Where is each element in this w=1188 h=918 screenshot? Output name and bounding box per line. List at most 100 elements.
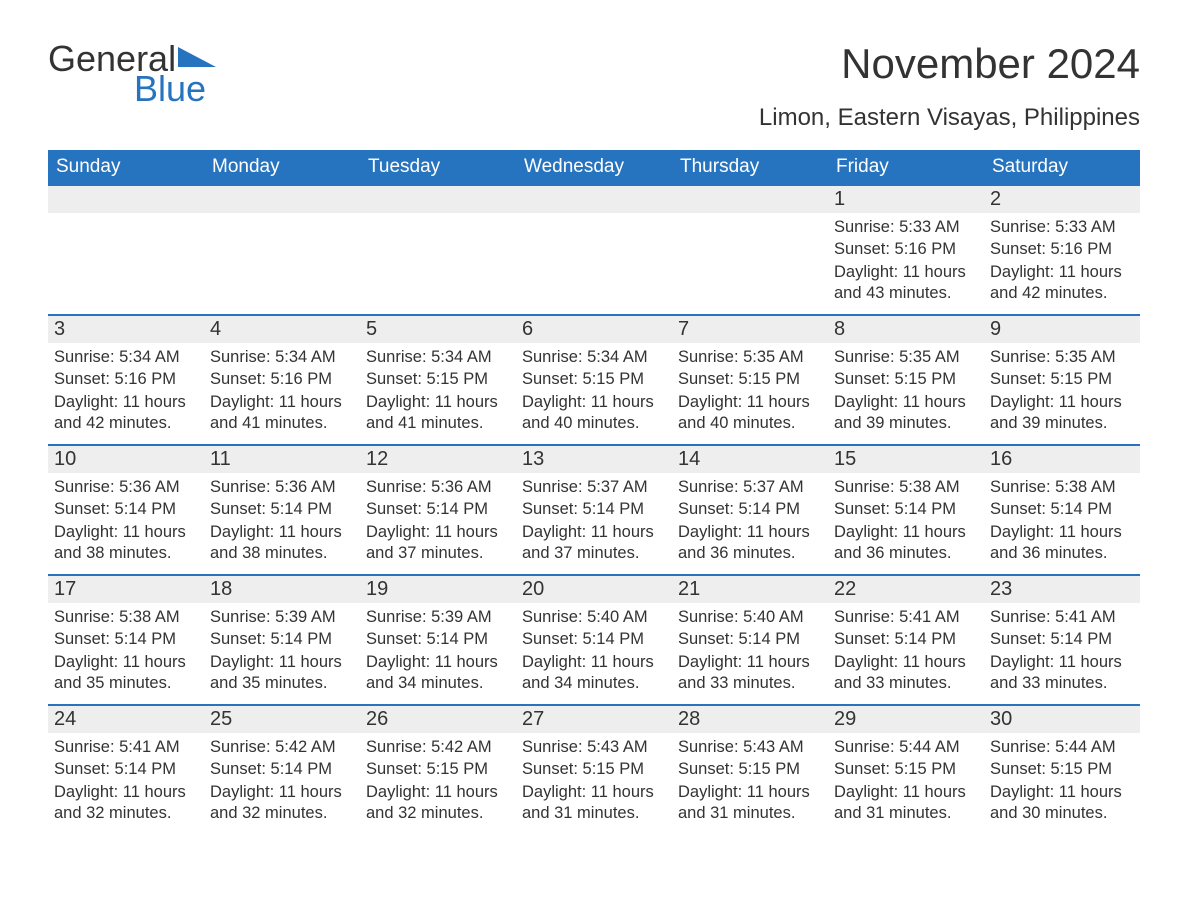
sunrise-line: Sunrise: 5:35 AM — [678, 347, 822, 368]
day-number: 17 — [48, 576, 204, 603]
day-number: 8 — [828, 316, 984, 343]
day-body: Sunrise: 5:42 AMSunset: 5:15 PMDaylight:… — [360, 733, 516, 832]
day-cell: 3Sunrise: 5:34 AMSunset: 5:16 PMDaylight… — [48, 316, 204, 444]
dow-cell: Sunday — [48, 150, 204, 184]
sunset-line: Sunset: 5:14 PM — [54, 759, 198, 780]
week-row: 24Sunrise: 5:41 AMSunset: 5:14 PMDayligh… — [48, 704, 1140, 834]
sunset-line: Sunset: 5:14 PM — [834, 499, 978, 520]
day-body: Sunrise: 5:44 AMSunset: 5:15 PMDaylight:… — [828, 733, 984, 832]
day-number: 20 — [516, 576, 672, 603]
daylight-line: Daylight: 11 hours and 31 minutes. — [522, 782, 666, 825]
sunrise-line: Sunrise: 5:33 AM — [834, 217, 978, 238]
day-cell: 2Sunrise: 5:33 AMSunset: 5:16 PMDaylight… — [984, 186, 1140, 314]
daylight-line: Daylight: 11 hours and 33 minutes. — [678, 652, 822, 695]
sunset-line: Sunset: 5:15 PM — [522, 369, 666, 390]
sunset-line: Sunset: 5:15 PM — [990, 369, 1134, 390]
daylight-line: Daylight: 11 hours and 43 minutes. — [834, 262, 978, 305]
sunset-line: Sunset: 5:14 PM — [366, 499, 510, 520]
sunset-line: Sunset: 5:16 PM — [54, 369, 198, 390]
day-cell: 16Sunrise: 5:38 AMSunset: 5:14 PMDayligh… — [984, 446, 1140, 574]
day-body: Sunrise: 5:41 AMSunset: 5:14 PMDaylight:… — [984, 603, 1140, 702]
day-number: 1 — [828, 186, 984, 213]
day-cell: 13Sunrise: 5:37 AMSunset: 5:14 PMDayligh… — [516, 446, 672, 574]
daylight-line: Daylight: 11 hours and 30 minutes. — [990, 782, 1134, 825]
day-cell — [672, 186, 828, 314]
day-number: 24 — [48, 706, 204, 733]
header-row: General Blue November 2024 Limon, Easter… — [48, 40, 1140, 132]
sunrise-line: Sunrise: 5:37 AM — [678, 477, 822, 498]
day-body: Sunrise: 5:37 AMSunset: 5:14 PMDaylight:… — [672, 473, 828, 572]
day-body: Sunrise: 5:34 AMSunset: 5:15 PMDaylight:… — [360, 343, 516, 442]
sunset-line: Sunset: 5:14 PM — [990, 499, 1134, 520]
day-number: 28 — [672, 706, 828, 733]
sunrise-line: Sunrise: 5:36 AM — [210, 477, 354, 498]
day-body: Sunrise: 5:39 AMSunset: 5:14 PMDaylight:… — [360, 603, 516, 702]
day-body: Sunrise: 5:33 AMSunset: 5:16 PMDaylight:… — [984, 213, 1140, 312]
sunset-line: Sunset: 5:15 PM — [678, 759, 822, 780]
dow-cell: Wednesday — [516, 150, 672, 184]
sunset-line: Sunset: 5:14 PM — [678, 499, 822, 520]
day-cell: 24Sunrise: 5:41 AMSunset: 5:14 PMDayligh… — [48, 706, 204, 834]
day-cell: 14Sunrise: 5:37 AMSunset: 5:14 PMDayligh… — [672, 446, 828, 574]
day-cell: 23Sunrise: 5:41 AMSunset: 5:14 PMDayligh… — [984, 576, 1140, 704]
sunset-line: Sunset: 5:14 PM — [366, 629, 510, 650]
logo: General Blue — [48, 40, 216, 108]
sunset-line: Sunset: 5:14 PM — [210, 629, 354, 650]
sunrise-line: Sunrise: 5:38 AM — [834, 477, 978, 498]
sunrise-line: Sunrise: 5:33 AM — [990, 217, 1134, 238]
day-cell: 28Sunrise: 5:43 AMSunset: 5:15 PMDayligh… — [672, 706, 828, 834]
daylight-line: Daylight: 11 hours and 31 minutes. — [678, 782, 822, 825]
day-body: Sunrise: 5:41 AMSunset: 5:14 PMDaylight:… — [828, 603, 984, 702]
day-body: Sunrise: 5:40 AMSunset: 5:14 PMDaylight:… — [672, 603, 828, 702]
daylight-line: Daylight: 11 hours and 39 minutes. — [990, 392, 1134, 435]
day-cell: 25Sunrise: 5:42 AMSunset: 5:14 PMDayligh… — [204, 706, 360, 834]
day-cell — [516, 186, 672, 314]
day-body: Sunrise: 5:34 AMSunset: 5:16 PMDaylight:… — [204, 343, 360, 442]
day-cell: 29Sunrise: 5:44 AMSunset: 5:15 PMDayligh… — [828, 706, 984, 834]
day-number: 18 — [204, 576, 360, 603]
day-cell: 1Sunrise: 5:33 AMSunset: 5:16 PMDaylight… — [828, 186, 984, 314]
daylight-line: Daylight: 11 hours and 34 minutes. — [522, 652, 666, 695]
day-number: 25 — [204, 706, 360, 733]
day-cell: 4Sunrise: 5:34 AMSunset: 5:16 PMDaylight… — [204, 316, 360, 444]
sunrise-line: Sunrise: 5:35 AM — [990, 347, 1134, 368]
day-cell: 22Sunrise: 5:41 AMSunset: 5:14 PMDayligh… — [828, 576, 984, 704]
day-cell: 6Sunrise: 5:34 AMSunset: 5:15 PMDaylight… — [516, 316, 672, 444]
sunrise-line: Sunrise: 5:38 AM — [990, 477, 1134, 498]
sunset-line: Sunset: 5:16 PM — [210, 369, 354, 390]
sunrise-line: Sunrise: 5:41 AM — [990, 607, 1134, 628]
sunset-line: Sunset: 5:15 PM — [366, 759, 510, 780]
daylight-line: Daylight: 11 hours and 33 minutes. — [834, 652, 978, 695]
day-number: 21 — [672, 576, 828, 603]
sunrise-line: Sunrise: 5:34 AM — [210, 347, 354, 368]
sunrise-line: Sunrise: 5:36 AM — [366, 477, 510, 498]
title-block: November 2024 Limon, Eastern Visayas, Ph… — [759, 40, 1140, 132]
sunrise-line: Sunrise: 5:34 AM — [54, 347, 198, 368]
day-cell: 12Sunrise: 5:36 AMSunset: 5:14 PMDayligh… — [360, 446, 516, 574]
day-body: Sunrise: 5:33 AMSunset: 5:16 PMDaylight:… — [828, 213, 984, 312]
daylight-line: Daylight: 11 hours and 36 minutes. — [990, 522, 1134, 565]
day-body: Sunrise: 5:37 AMSunset: 5:14 PMDaylight:… — [516, 473, 672, 572]
day-body: Sunrise: 5:40 AMSunset: 5:14 PMDaylight:… — [516, 603, 672, 702]
sunset-line: Sunset: 5:15 PM — [366, 369, 510, 390]
daylight-line: Daylight: 11 hours and 38 minutes. — [210, 522, 354, 565]
sunset-line: Sunset: 5:14 PM — [834, 629, 978, 650]
day-number: 19 — [360, 576, 516, 603]
day-body: Sunrise: 5:35 AMSunset: 5:15 PMDaylight:… — [984, 343, 1140, 442]
sunrise-line: Sunrise: 5:39 AM — [366, 607, 510, 628]
day-number: 6 — [516, 316, 672, 343]
dow-cell: Friday — [828, 150, 984, 184]
day-body: Sunrise: 5:34 AMSunset: 5:15 PMDaylight:… — [516, 343, 672, 442]
sunset-line: Sunset: 5:16 PM — [834, 239, 978, 260]
daylight-line: Daylight: 11 hours and 37 minutes. — [366, 522, 510, 565]
day-cell: 19Sunrise: 5:39 AMSunset: 5:14 PMDayligh… — [360, 576, 516, 704]
week-row: 1Sunrise: 5:33 AMSunset: 5:16 PMDaylight… — [48, 184, 1140, 314]
daylight-line: Daylight: 11 hours and 32 minutes. — [210, 782, 354, 825]
sunset-line: Sunset: 5:15 PM — [834, 369, 978, 390]
daylight-line: Daylight: 11 hours and 37 minutes. — [522, 522, 666, 565]
week-row: 17Sunrise: 5:38 AMSunset: 5:14 PMDayligh… — [48, 574, 1140, 704]
day-cell: 8Sunrise: 5:35 AMSunset: 5:15 PMDaylight… — [828, 316, 984, 444]
day-number: 23 — [984, 576, 1140, 603]
empty-day — [672, 186, 828, 213]
empty-day — [360, 186, 516, 213]
